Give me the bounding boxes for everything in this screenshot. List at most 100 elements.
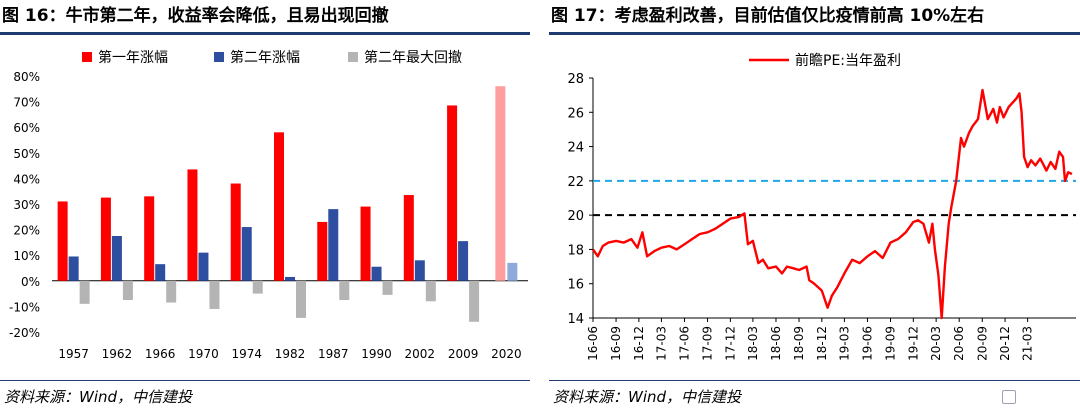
bar bbox=[317, 221, 328, 281]
left-chart-title: 图 16：牛市第二年，收益率会降低，且易出现回撤 bbox=[2, 6, 389, 26]
bar bbox=[100, 197, 111, 281]
x-tick-label: 2002 bbox=[405, 347, 436, 361]
bar bbox=[155, 264, 166, 281]
right-chart-title: 图 17：考虑盈利改善，目前估值仅比疫情前高 10%左右 bbox=[551, 6, 985, 26]
x-tick-label: 1957 bbox=[58, 347, 89, 361]
x-tick-label: 18-03 bbox=[746, 326, 760, 361]
x-tick-label: 16-09 bbox=[609, 326, 623, 361]
x-tick-label: 17-09 bbox=[701, 326, 715, 361]
bar bbox=[507, 262, 518, 281]
x-tick-label: 17-06 bbox=[677, 326, 691, 361]
bar bbox=[382, 280, 393, 295]
x-tick-label: 1970 bbox=[188, 347, 219, 361]
bar bbox=[79, 280, 90, 304]
y-tick-label: 30% bbox=[13, 198, 40, 212]
bar bbox=[425, 280, 436, 302]
x-tick-label: 1990 bbox=[361, 347, 392, 361]
x-tick-label: 20-09 bbox=[975, 326, 989, 361]
left-source-note: 资料来源：Wind，中信建投 bbox=[4, 388, 193, 406]
bar bbox=[68, 256, 79, 281]
bar bbox=[241, 227, 252, 281]
x-tick-label: 20-12 bbox=[998, 326, 1012, 361]
x-tick-label: 16-12 bbox=[632, 326, 646, 361]
y-tick-label: 22 bbox=[567, 175, 584, 190]
y-tick-label: 80% bbox=[13, 70, 40, 84]
y-tick-label: -10% bbox=[9, 300, 40, 314]
watermark-logo bbox=[1002, 386, 1074, 406]
bar bbox=[187, 169, 198, 281]
x-tick-label: 20-06 bbox=[952, 326, 966, 361]
x-tick-label: 19-09 bbox=[884, 326, 898, 361]
x-tick-label: 2009 bbox=[448, 347, 479, 361]
y-tick-label: 24 bbox=[567, 141, 584, 156]
legend-swatch bbox=[82, 52, 92, 62]
bar bbox=[274, 132, 284, 281]
bar bbox=[57, 201, 68, 281]
x-tick-label: 18-06 bbox=[769, 326, 783, 361]
x-tick-label: 18-12 bbox=[815, 326, 829, 361]
bar bbox=[458, 241, 469, 281]
left-source-rule bbox=[0, 380, 530, 381]
y-tick-label: 40% bbox=[13, 172, 40, 186]
x-tick-label: 19-03 bbox=[837, 326, 851, 361]
right-source-rule bbox=[549, 380, 1080, 381]
y-tick-label: 70% bbox=[13, 96, 40, 110]
y-tick-label: -20% bbox=[9, 326, 40, 340]
x-tick-label: 20-03 bbox=[929, 326, 943, 361]
y-tick-label: 16 bbox=[567, 278, 584, 293]
y-tick-label: 50% bbox=[13, 147, 40, 161]
legend-label: 第一年涨幅 bbox=[98, 49, 168, 66]
left-title-rule bbox=[0, 32, 530, 35]
y-tick-label: 10% bbox=[13, 249, 40, 263]
x-tick-label: 18-09 bbox=[792, 326, 806, 361]
x-tick-label: 17-03 bbox=[654, 326, 668, 361]
y-tick-label: 0% bbox=[21, 275, 40, 289]
x-tick-label: 1966 bbox=[145, 347, 176, 361]
bar bbox=[414, 260, 425, 281]
bar bbox=[122, 280, 133, 300]
x-tick-label: 1962 bbox=[102, 347, 133, 361]
bar bbox=[296, 280, 306, 318]
legend-swatch bbox=[348, 52, 358, 62]
y-tick-label: 26 bbox=[567, 106, 584, 121]
legend-swatch bbox=[214, 52, 224, 62]
x-tick-label: 19-12 bbox=[906, 326, 920, 361]
y-tick-label: 14 bbox=[567, 312, 584, 327]
bar bbox=[403, 195, 414, 281]
x-tick-label: 17-12 bbox=[723, 326, 737, 361]
legend-label: 前瞻PE:当年盈利 bbox=[795, 52, 901, 69]
bar bbox=[495, 86, 506, 281]
y-tick-label: 18 bbox=[567, 243, 584, 258]
bar bbox=[252, 280, 263, 294]
bar bbox=[111, 236, 122, 281]
y-tick-label: 20 bbox=[567, 209, 584, 224]
bar bbox=[371, 266, 382, 281]
bar bbox=[447, 105, 458, 281]
y-tick-label: 28 bbox=[567, 72, 584, 87]
watermark-icon bbox=[1002, 389, 1016, 404]
bar bbox=[339, 280, 350, 300]
right-title-rule bbox=[549, 32, 1080, 35]
x-tick-label: 1982 bbox=[275, 347, 306, 361]
bar bbox=[198, 252, 209, 281]
y-tick-label: 60% bbox=[13, 121, 40, 135]
bar bbox=[469, 280, 480, 322]
x-tick-label: 19-06 bbox=[860, 326, 874, 361]
x-tick-label: 1974 bbox=[231, 347, 262, 361]
bar bbox=[328, 209, 339, 281]
y-tick-label: 20% bbox=[13, 224, 40, 238]
bar bbox=[285, 276, 295, 281]
bar bbox=[230, 183, 241, 281]
x-tick-label: 21-03 bbox=[1021, 326, 1035, 361]
x-tick-label: 1987 bbox=[318, 347, 349, 361]
bar bbox=[166, 280, 177, 303]
bar-chart: 80% 70% 60% 50% 40% 30% 20% 10% 0% -10% -20% 第一年涨幅 第… bbox=[9, 49, 528, 361]
bar bbox=[144, 196, 155, 281]
series-line bbox=[592, 88, 1073, 320]
legend-label: 第二年最大回撤 bbox=[364, 49, 462, 66]
right-source-note: 资料来源：Wind，中信建投 bbox=[553, 388, 742, 406]
bar bbox=[209, 280, 220, 309]
legend-label: 第二年涨幅 bbox=[230, 49, 300, 66]
bar bbox=[360, 206, 371, 281]
